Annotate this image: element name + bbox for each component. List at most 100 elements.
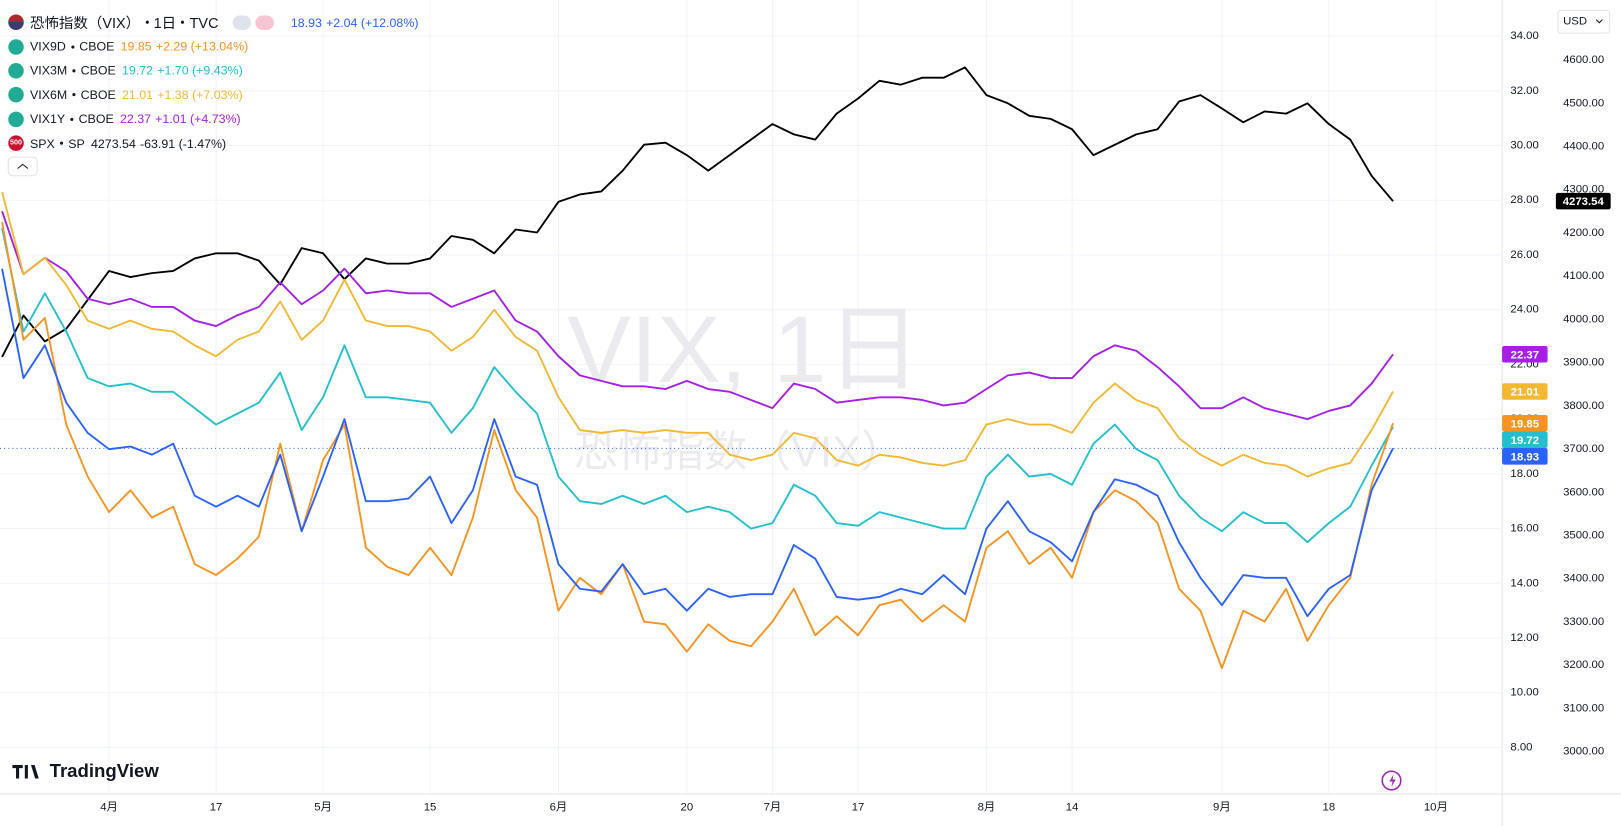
series-line (1, 210, 1394, 421)
series-line (1, 221, 1394, 670)
symbol-name: VIX6M (29, 87, 68, 103)
y-tick-label: 32.00 (1510, 85, 1538, 97)
y2-tick-label: 3300.00 (1563, 616, 1604, 628)
separator (59, 141, 64, 145)
brand: TradingView (50, 760, 160, 781)
x-tick-label: 17 (210, 801, 223, 813)
source: CBOE (80, 63, 116, 79)
separator (145, 20, 149, 24)
toggle-icon (232, 15, 252, 30)
separator (71, 45, 75, 49)
y2-tick-label: 4100.00 (1563, 270, 1604, 282)
y2-tick-label: 3700.00 (1563, 443, 1604, 455)
x-tick-label: 9月 (1213, 801, 1231, 813)
y-tick-label: 26.00 (1510, 249, 1538, 261)
y-tick-label: 28.00 (1510, 194, 1538, 206)
last-value: 19.85 (120, 39, 152, 54)
legend-row[interactable]: VIX1Y CBOE 22.37 +1.01 (+4.73%) (8, 107, 418, 131)
y2-tick-label: 3200.00 (1563, 659, 1604, 671)
y2-tick-label: 4400.00 (1563, 141, 1604, 153)
y-tick-label: 10.00 (1510, 687, 1538, 699)
price-badge-label: 19.85 (1511, 418, 1539, 430)
y2-tick-label: 3500.00 (1563, 529, 1604, 541)
change: -63.91 (-1.47%) (139, 136, 227, 151)
y-tick-label: 16.00 (1510, 523, 1538, 535)
y2-tick-label: 4000.00 (1563, 313, 1604, 325)
symbol-icon (8, 87, 24, 103)
x-tick-label: 5月 (314, 801, 332, 813)
separator (181, 20, 185, 24)
symbol-icon (8, 63, 24, 79)
source: TVC (189, 14, 219, 31)
y-tick-label: 18.00 (1510, 468, 1538, 480)
x-tick-label: 18 (1323, 801, 1336, 813)
flag-icon (8, 14, 24, 31)
x-tick-label: 8月 (978, 801, 996, 813)
symbol-icon: 500 (8, 135, 24, 152)
source: CBOE (80, 87, 116, 103)
symbol-name: SPX (29, 136, 55, 151)
alert-icon[interactable] (1381, 770, 1402, 791)
last-value: 18.93 (290, 15, 322, 30)
series-line (1, 191, 1394, 478)
price-badge (1502, 414, 1548, 432)
currency[interactable]: USD (1563, 16, 1587, 28)
legend-row[interactable]: 恐怖指数（VIX） 1日 TVC 18.93 +2.04 (+12.08%) (8, 10, 418, 34)
last-value: 22.37 (119, 111, 152, 127)
series-line (1, 227, 1394, 544)
y-tick-label: 14.00 (1510, 577, 1538, 589)
interval: 1日 (153, 14, 177, 31)
separator (72, 69, 76, 73)
legend-row[interactable]: VIX9D CBOE 19.85 +2.29 (+13.04%) (8, 35, 418, 59)
legend: 恐怖指数（VIX） 1日 TVC 18.93 +2.04 (+12.08%) VIX9D C… (8, 10, 418, 155)
y2-tick-label: 3000.00 (1563, 746, 1604, 758)
legend-row[interactable]: VIX6M CBOE 21.01 +1.38 (+7.03%) (8, 83, 418, 107)
x-tick-label: 14 (1066, 801, 1079, 813)
x-tick-label: 7月 (764, 801, 782, 813)
y2-tick-label: 4300.00 (1563, 184, 1604, 196)
y2-tick-label: 3100.00 (1563, 702, 1604, 714)
series-line (1, 66, 1394, 358)
y-tick-label: 30.00 (1510, 140, 1538, 152)
price-badge-label: 4273.54 (1563, 196, 1605, 208)
collapse-button[interactable] (7, 156, 38, 177)
y-tick-label: 24.00 (1510, 304, 1538, 316)
price-badge (1502, 346, 1548, 363)
y-tick-label: 12.00 (1510, 632, 1538, 644)
price-badge (1555, 192, 1611, 210)
symbol-icon (8, 111, 24, 127)
change: +1.01 (+4.73%) (155, 111, 241, 127)
toggle-icon (255, 15, 275, 30)
change: +1.38 (+7.03%) (157, 87, 243, 103)
symbol-title: 恐怖指数（VIX） (29, 14, 141, 31)
separator (70, 117, 74, 121)
watermark-symbol: VIX, 1日 (567, 297, 921, 403)
last-value: 4273.54 (91, 136, 136, 151)
source: CBOE (78, 111, 114, 127)
y2-tick-label: 3800.00 (1563, 400, 1604, 412)
price-badge-label: 22.37 (1511, 349, 1539, 361)
x-tick-label: 10月 (1424, 801, 1448, 813)
last-value: 19.72 (122, 63, 154, 79)
symbol-name: VIX9D (29, 39, 66, 54)
x-tick-label: 6月 (550, 801, 568, 813)
x-tick-label: 15 (424, 801, 437, 813)
tradingview-logo: TradingView (12, 760, 159, 781)
symbol-name: VIX3M (29, 63, 68, 79)
chevron (1595, 19, 1603, 24)
series-line (1, 268, 1394, 618)
currency-button[interactable] (1557, 9, 1611, 34)
price-badge (1502, 448, 1548, 465)
legend-row[interactable]: VIX3M CBOE 19.72 +1.70 (+9.43%) (8, 59, 418, 83)
change: +2.29 (+13.04%) (155, 39, 249, 54)
collapse-icon (17, 163, 29, 169)
price-badge-label: 18.93 (1511, 451, 1539, 463)
y-tick-label: 34.00 (1510, 30, 1538, 42)
x-tick-label: 20 (681, 801, 694, 813)
price-badge (1502, 431, 1548, 449)
legend-row[interactable]: 500 SPX SP 4273.54 -63.91 (-1.47%) (8, 131, 418, 155)
alert-bolt (1389, 774, 1396, 787)
separator (72, 93, 76, 97)
